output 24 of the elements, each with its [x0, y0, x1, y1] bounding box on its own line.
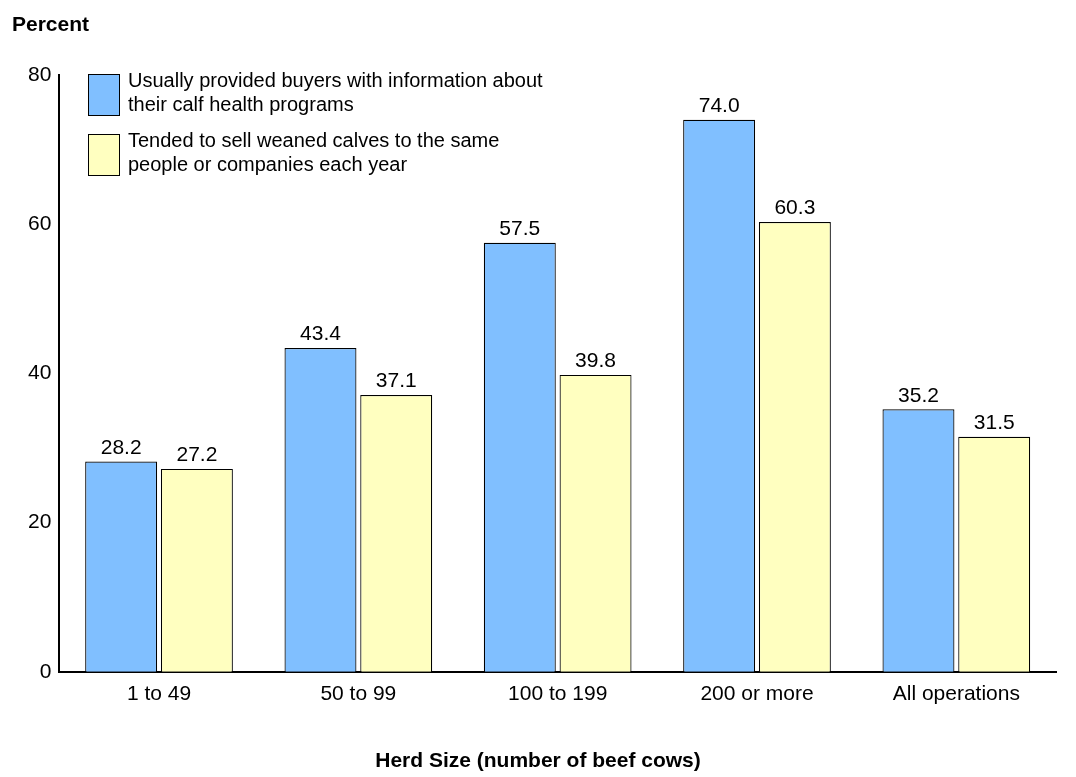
data-label: 74.0: [698, 93, 740, 117]
data-label: 31.5: [973, 410, 1015, 434]
y-tick-label: 20: [28, 509, 52, 533]
data-label: 43.4: [300, 321, 342, 345]
data-label: 28.2: [100, 434, 142, 458]
data-label: 57.5: [499, 216, 541, 240]
x-tick-label: 200 or more: [700, 681, 814, 705]
x-axis-title: Herd Size (number of beef cows): [374, 748, 702, 772]
data-label: 60.3: [774, 195, 816, 219]
y-tick-label: 0: [39, 658, 52, 682]
data-label: 27.2: [176, 442, 218, 466]
y-tick-label: 40: [28, 360, 52, 384]
legend-label: Tended to sell weaned calves to the same people or companies each year: [128, 128, 501, 176]
data-label: 35.2: [898, 382, 939, 406]
y-tick-label: 80: [28, 61, 52, 85]
x-tick-label: 50 to 99: [320, 681, 397, 705]
x-tick-label: 1 to 49: [126, 681, 192, 705]
y-tick-label: 60: [28, 211, 52, 234]
x-tick-label: All operations: [892, 681, 1020, 705]
data-label: 37.1: [375, 368, 417, 392]
data-label: 39.8: [575, 348, 616, 372]
x-tick-label: 100 to 199: [508, 681, 608, 705]
legend-label: Usually provided buyers with information about their calf health programs: [128, 68, 544, 116]
y-axis-title: Percent: [12, 12, 90, 36]
